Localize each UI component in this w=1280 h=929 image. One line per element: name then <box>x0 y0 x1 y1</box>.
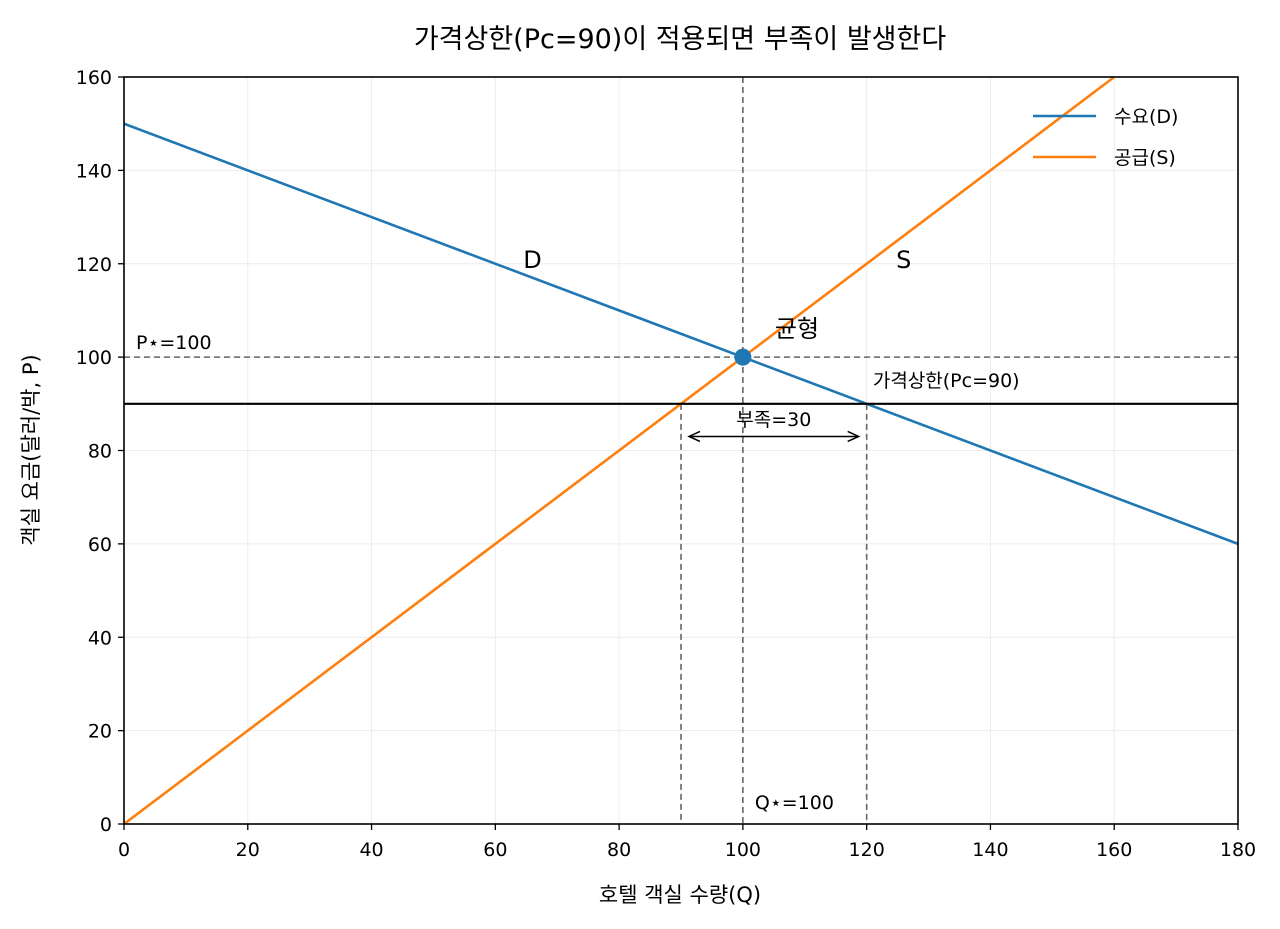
chart-title: 가격상한(Pc=90)이 적용되면 부족이 발생한다 <box>414 24 947 55</box>
equilibrium-label: 균형 <box>775 315 819 343</box>
x-tick-label: 20 <box>236 839 260 861</box>
y-tick-label: 120 <box>76 254 112 276</box>
x-tick-label: 0 <box>118 839 130 861</box>
y-tick-label: 60 <box>88 534 112 556</box>
y-tick-label: 100 <box>76 347 112 369</box>
x-tick-label: 160 <box>1096 839 1132 861</box>
shortage-arrow-right-head <box>847 430 861 443</box>
y-tick-label: 140 <box>76 160 112 182</box>
supply-curve-label: S <box>896 246 911 274</box>
y-tick-label: 80 <box>88 441 112 463</box>
y-tick-label: 0 <box>100 814 112 836</box>
x-tick-label: 180 <box>1220 839 1256 861</box>
demand-curve-label: D <box>523 246 541 274</box>
legend-label: 공급(S) <box>1114 147 1176 169</box>
x-tick-label: 140 <box>972 839 1008 861</box>
guide-lines <box>124 77 1238 824</box>
legend-label: 수요(D) <box>1114 106 1178 128</box>
x-tick-label: 120 <box>849 839 885 861</box>
marks-group: 균형 D S P⋆=100 Q⋆=100 가격상한(Pc=90) 부족=30 <box>136 246 1020 814</box>
price-ceiling-label: 가격상한(Pc=90) <box>873 370 1020 392</box>
shortage-arrow-left-head <box>687 430 701 443</box>
x-axis-label: 호텔 객실 수량(Q) <box>599 883 761 907</box>
demand-curve <box>123 122 1239 546</box>
x-tick-label: 60 <box>483 839 507 861</box>
equilibrium-price-label: P⋆=100 <box>136 332 212 354</box>
y-axis-label: 객실 요금(달러/박, P) <box>19 354 43 545</box>
series-group <box>123 75 1239 826</box>
y-tick-label: 40 <box>88 627 112 649</box>
x-tick-label: 100 <box>725 839 761 861</box>
ticks-group: 0 20 40 60 80 100 120 140 160 180 0 20 40 60 80 100 120 1… <box>76 67 1256 861</box>
supply-curve <box>123 75 1116 826</box>
y-tick-label: 160 <box>76 67 112 89</box>
grid <box>123 76 1239 825</box>
equilibrium-point <box>734 348 752 366</box>
equilibrium-quantity-label: Q⋆=100 <box>755 792 834 814</box>
shortage-label: 부족=30 <box>736 409 811 431</box>
y-tick-label: 20 <box>88 721 112 743</box>
x-tick-label: 80 <box>607 839 631 861</box>
legend: 수요(D) 공급(S) <box>1033 106 1178 169</box>
x-tick-label: 40 <box>359 839 383 861</box>
